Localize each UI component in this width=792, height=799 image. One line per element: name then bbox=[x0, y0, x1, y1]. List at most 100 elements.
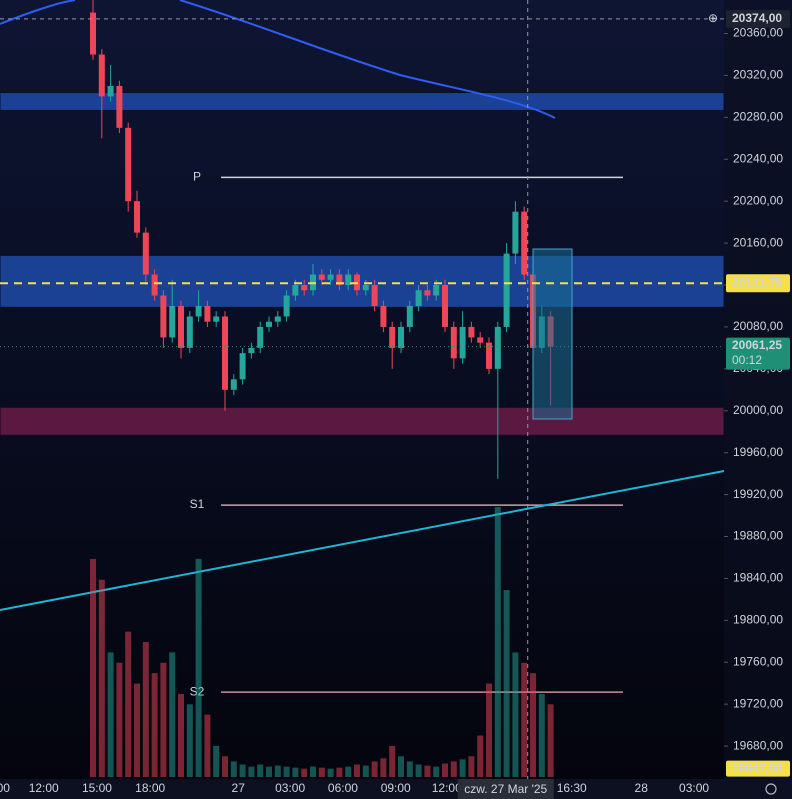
candle-body bbox=[230, 379, 237, 390]
x-tick-label: 00 bbox=[0, 781, 10, 795]
y-tick-label: 20160,00 bbox=[733, 235, 783, 249]
y-tick-label: 19920,00 bbox=[733, 487, 783, 501]
candle-body bbox=[486, 342, 492, 369]
candle-body bbox=[406, 305, 413, 327]
last-price-bg bbox=[726, 337, 790, 370]
candle-body bbox=[477, 337, 484, 343]
candle-body bbox=[442, 285, 448, 327]
candle-body bbox=[380, 305, 387, 327]
volume-bar bbox=[530, 673, 536, 777]
volume-bar bbox=[468, 756, 475, 777]
candle-body bbox=[398, 326, 404, 348]
x-tick-label: 16:30 bbox=[557, 781, 587, 795]
volume-bar bbox=[178, 693, 184, 777]
volume-bar bbox=[248, 766, 255, 777]
crosshair-price: 20374,00 bbox=[732, 11, 782, 25]
zone bbox=[0, 406, 725, 436]
y-tick-label: 19960,00 bbox=[733, 445, 783, 459]
candle-body bbox=[186, 316, 193, 348]
volume-bar bbox=[398, 756, 404, 777]
volume-bar bbox=[239, 764, 246, 777]
candle-body bbox=[292, 285, 299, 296]
y-tick-label: 19760,00 bbox=[733, 654, 783, 668]
y-tick-label: 20000,00 bbox=[733, 403, 783, 417]
candle-body bbox=[327, 274, 334, 280]
x-tick-label: 28 bbox=[635, 781, 649, 795]
candle-body bbox=[107, 85, 114, 97]
volume-bar bbox=[151, 673, 158, 777]
add-icon: ⊕ bbox=[708, 11, 718, 25]
volume-bar bbox=[389, 745, 396, 777]
dashed-level-price: 20121,75 bbox=[732, 275, 782, 289]
y-tick-label: 19680,00 bbox=[733, 738, 783, 752]
volume-bar bbox=[134, 683, 140, 777]
x-tick-label: 03:00 bbox=[679, 781, 709, 795]
volume-bar bbox=[477, 735, 484, 777]
y-tick-label: 19720,00 bbox=[733, 696, 783, 710]
volume-bar bbox=[538, 693, 545, 777]
volume-bar bbox=[450, 761, 457, 777]
candle-body bbox=[450, 326, 457, 359]
candle-body bbox=[160, 295, 167, 338]
volume-bar bbox=[204, 714, 211, 777]
crosshair-price-bg bbox=[726, 9, 790, 28]
candle-body bbox=[195, 305, 202, 317]
position-box bbox=[532, 248, 573, 420]
x-tick-label: 12:00 bbox=[432, 781, 462, 795]
candle-body bbox=[494, 326, 501, 369]
volume-bar bbox=[318, 767, 325, 777]
moving-average bbox=[0, 0, 556, 119]
candle-body bbox=[459, 326, 466, 359]
candle-body bbox=[125, 127, 132, 202]
y-tick-label: 20240,00 bbox=[733, 151, 783, 165]
y-tick-label: 20360,00 bbox=[733, 26, 783, 40]
volume-bar bbox=[301, 768, 308, 777]
trend-line bbox=[0, 470, 725, 611]
candle-body bbox=[116, 85, 123, 128]
candle-body bbox=[468, 326, 475, 338]
candle-body bbox=[257, 326, 264, 348]
candle-body bbox=[222, 316, 228, 390]
volume-bar bbox=[547, 704, 554, 777]
candle-body bbox=[151, 274, 158, 296]
x-tick-label: 15:00 bbox=[82, 781, 112, 795]
candle-body bbox=[142, 232, 149, 275]
candle-body bbox=[512, 211, 519, 254]
candle-body bbox=[362, 285, 369, 291]
candle-body bbox=[424, 290, 431, 296]
volume-bar bbox=[380, 758, 387, 777]
dashed-level-price-bg bbox=[726, 274, 790, 293]
volume-bar bbox=[354, 764, 360, 777]
pivot-label: P bbox=[193, 170, 201, 184]
volume-bar bbox=[230, 761, 237, 777]
y-tick-label: 20080,00 bbox=[733, 319, 783, 333]
y-tick-label: 20320,00 bbox=[733, 68, 783, 82]
volume-bar bbox=[406, 761, 413, 777]
candle-body bbox=[248, 347, 255, 354]
pivot-label: S1 bbox=[190, 497, 205, 511]
candle-body bbox=[503, 253, 510, 327]
x-tick-label: 12:00 bbox=[29, 781, 59, 795]
volume-bar bbox=[125, 631, 132, 777]
crosshair-time: czw. 27 Mar '25 bbox=[464, 782, 547, 796]
volume-bar bbox=[283, 766, 290, 777]
volume-bar bbox=[169, 652, 176, 777]
candle-body bbox=[169, 305, 176, 338]
candle-body bbox=[266, 321, 272, 327]
candle-body bbox=[204, 305, 211, 322]
settings-icon[interactable] bbox=[765, 783, 777, 795]
candle-body bbox=[371, 285, 378, 306]
x-tick-label: 27 bbox=[232, 781, 246, 795]
candle-body bbox=[98, 54, 105, 97]
candle-body bbox=[389, 326, 396, 348]
volume-bar bbox=[362, 765, 369, 777]
volume-bar bbox=[415, 764, 422, 777]
time-label-bg bbox=[457, 779, 554, 799]
volume-bar bbox=[433, 766, 440, 777]
time-axis bbox=[0, 779, 792, 799]
candle-body bbox=[213, 316, 220, 322]
volume-bar bbox=[521, 662, 528, 777]
